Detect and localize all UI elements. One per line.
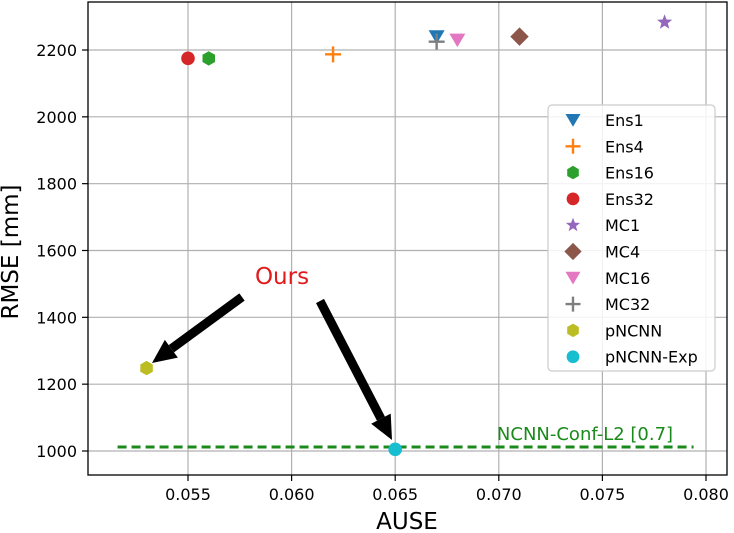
legend-label: Ens4: [605, 137, 644, 156]
annotation-arrows: [152, 293, 392, 440]
legend-ens32-icon: [566, 192, 580, 206]
legend-item: MC32: [565, 295, 650, 314]
legend-mc4-icon: [564, 242, 582, 261]
legend-ens16-icon: [567, 165, 579, 180]
legend-pncnn-exp-icon: [566, 350, 580, 364]
legend-item: Ens4: [565, 137, 644, 156]
marker-ens32-icon: [181, 51, 195, 66]
x-tick-label: 0.060: [269, 485, 315, 504]
marker-pncnn-icon: [140, 360, 153, 376]
data-points: [140, 14, 673, 457]
marker-pncnn-exp-icon: [388, 442, 403, 457]
legend-label: pNCNN-Exp: [605, 348, 698, 367]
legend-label: pNCNN: [605, 321, 662, 340]
legend-item: MC4: [564, 243, 640, 262]
legend-label: MC1: [605, 216, 640, 235]
legend-mc1-icon: [565, 217, 581, 232]
marker-ens16-icon: [202, 51, 215, 66]
legend-item: Ens1: [565, 111, 644, 130]
y-tick-label: 1200: [36, 375, 77, 394]
legend-item: Ens32: [566, 190, 654, 209]
marker-mc4-icon: [510, 27, 529, 46]
x-tick-label: 0.055: [165, 485, 211, 504]
x-axis-label: AUSE: [376, 509, 438, 533]
plot-frame: [87, 1, 728, 476]
legend-label: Ens1: [605, 111, 644, 130]
legend-item: pNCNN-Exp: [566, 348, 698, 367]
reference-line-label: NCNN-Conf-L2 [0.7]: [497, 424, 673, 445]
legend-item: pNCNN: [567, 321, 662, 340]
legend-label: MC4: [605, 243, 640, 262]
arrow-head-icon: [152, 339, 178, 363]
y-axis-ticks: 1000 1200 1400 1600 1800 2000 2200: [36, 41, 88, 461]
legend-pncnn-icon: [567, 323, 579, 338]
legend-mc16-icon: [565, 271, 581, 285]
y-tick-label: 2200: [36, 41, 77, 60]
legend-item: MC16: [565, 269, 650, 288]
x-tick-label: 0.065: [372, 485, 418, 504]
legend: Ens1 Ens4 Ens16 Ens32 MC1 MC4 MC16 MC32 pNCNN pNC…: [547, 104, 716, 372]
legend-ens1-icon: [565, 114, 581, 127]
legend-label: Ens32: [605, 190, 654, 209]
legend-item: Ens16: [567, 164, 654, 183]
x-tick-label: 0.080: [683, 485, 729, 504]
legend-item: MC1: [565, 216, 640, 235]
ours-annotation: Ours: [255, 264, 309, 290]
y-tick-label: 1000: [36, 442, 77, 461]
x-axis-ticks: 0.055 0.060 0.065 0.070 0.075 0.080: [165, 475, 729, 504]
x-tick-label: 0.070: [476, 485, 522, 504]
x-tick-label: 0.075: [579, 485, 625, 504]
y-tick-label: 1800: [36, 175, 77, 194]
y-tick-label: 1400: [36, 308, 77, 327]
y-tick-label: 2000: [36, 108, 77, 127]
marker-mc16-icon: [449, 33, 466, 48]
marker-mc1-icon: [657, 14, 673, 29]
legend-label: MC16: [605, 269, 650, 288]
legend-label: Ens16: [605, 164, 654, 183]
arrow-shaft: [168, 293, 245, 353]
y-axis-label: RMSE [mm]: [0, 184, 24, 319]
y-tick-label: 1600: [36, 242, 77, 261]
arrow-shaft: [316, 298, 385, 421]
arrow-head-icon: [371, 413, 392, 440]
legend-label: MC32: [605, 295, 650, 314]
marker-mc32-icon: [428, 33, 445, 50]
marker-ens4-icon: [325, 46, 342, 63]
legend-box: [547, 104, 716, 372]
legend-ens4-icon: [565, 138, 581, 154]
legend-mc32-icon: [565, 296, 581, 312]
